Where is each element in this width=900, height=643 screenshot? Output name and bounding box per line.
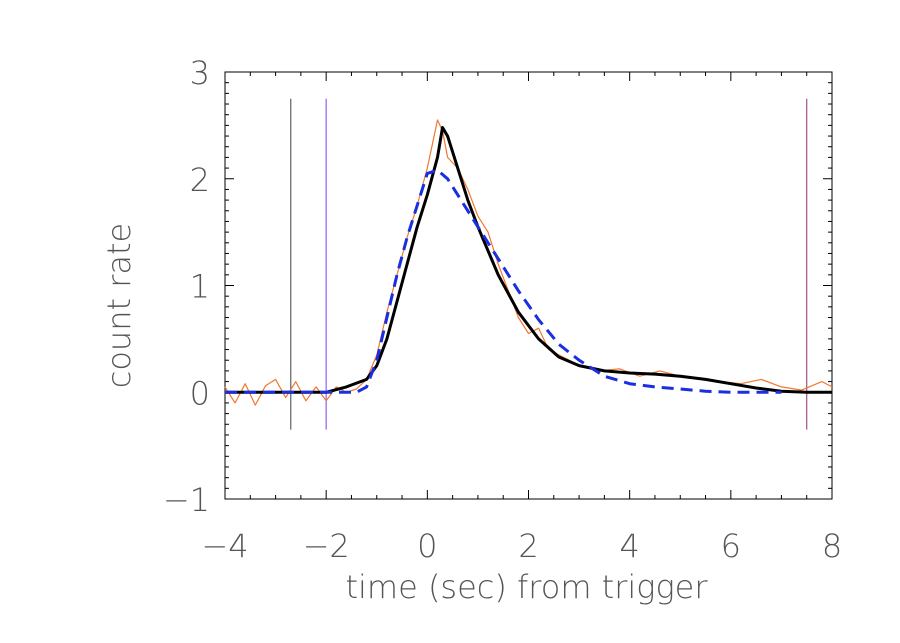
y-tick-label: 2 <box>190 161 210 199</box>
x-tick-label: −4 <box>201 527 248 565</box>
x-tick-label: 2 <box>518 527 538 565</box>
series-lines <box>224 119 833 406</box>
x-tick-label: 8 <box>822 527 842 565</box>
x-axis-title: time (sec) from trigger <box>345 568 708 606</box>
model-line-solid <box>225 126 832 394</box>
y-axis-title: count rate <box>100 223 138 388</box>
data-line-noisy <box>224 119 833 406</box>
plot-border <box>224 71 833 500</box>
model-line-dashed <box>225 168 782 394</box>
x-tick-label: 4 <box>619 527 639 565</box>
y-tick-label: 0 <box>190 374 210 412</box>
y-tick-label: −1 <box>163 481 210 519</box>
vertical-markers <box>290 98 808 430</box>
plot-frame <box>224 71 833 500</box>
axis-ticks <box>224 71 833 500</box>
x-tick-label: 0 <box>417 527 437 565</box>
x-tick-label: −2 <box>303 527 350 565</box>
y-tick-labels: −1 0 1 2 3 <box>163 54 210 519</box>
y-tick-label: 3 <box>190 54 210 92</box>
x-tick-labels: −4 −2 0 2 4 6 8 <box>201 527 842 565</box>
y-tick-label: 1 <box>190 268 210 306</box>
x-tick-label: 6 <box>721 527 741 565</box>
